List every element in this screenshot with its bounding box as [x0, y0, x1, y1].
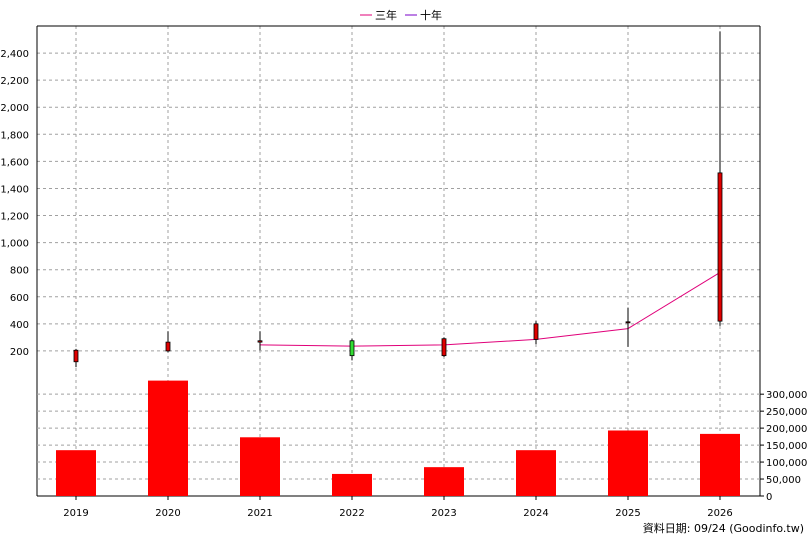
- candle-body: [533, 323, 539, 340]
- price-y-tick-label: 1,400: [0, 184, 29, 195]
- volume-y-tick-label: 100,000: [766, 458, 807, 469]
- legend-label-ten-year: 十年: [420, 8, 442, 22]
- source-footer: 資料日期: 09/24 (Goodinfo.tw): [643, 521, 804, 535]
- price-y-tick-label: 2,200: [0, 76, 29, 87]
- volume-y-tick-label: 200,000: [766, 424, 807, 435]
- legend-label-three-year: 三年: [375, 8, 397, 22]
- x-axis: 2019 2020 2021 2022 2023 2024 2025 2026: [63, 496, 733, 519]
- candle-body: [349, 340, 355, 357]
- x-tick-label: 2019: [63, 508, 88, 519]
- price-panel: 200 400 600 800 1,000 1,200 1,400 1,600 1,800 2,0…: [0, 25, 761, 496]
- candle-body: [257, 340, 263, 343]
- x-tick-label: 2025: [615, 508, 640, 519]
- candle-body: [73, 349, 79, 363]
- candle-body: [165, 341, 171, 352]
- volume-panel: 0 50,000 100,000 150,000 200,000 250,000 300,0…: [36, 378, 807, 503]
- volume-y-tick-label: 250,000: [766, 407, 807, 418]
- price-y-tick-label: 400: [10, 320, 29, 331]
- legend: 三年 十年: [360, 8, 442, 22]
- candle-body: [625, 321, 631, 324]
- candle-body: [441, 338, 447, 357]
- price-y-tick-label: 800: [10, 266, 29, 277]
- x-tick-label: 2024: [523, 508, 548, 519]
- volume-bar: [240, 437, 280, 496]
- price-plot-area: [37, 26, 760, 378]
- price-y-tick-label: 2,000: [0, 103, 29, 114]
- x-tick-label: 2021: [247, 508, 272, 519]
- price-y-tick-label: 2,400: [0, 49, 29, 60]
- volume-bar: [424, 467, 464, 496]
- price-y-tick-label: 600: [10, 293, 29, 304]
- x-tick-label: 2022: [339, 508, 364, 519]
- x-tick-label: 2026: [707, 508, 732, 519]
- volume-bar: [700, 433, 740, 496]
- x-tick-label: 2023: [431, 508, 456, 519]
- candle-body: [717, 172, 723, 322]
- volume-bar: [148, 380, 188, 496]
- volume-bar: [332, 473, 372, 496]
- volume-y-tick-label: 50,000: [766, 475, 801, 486]
- price-y-tick-label: 1,600: [0, 157, 29, 168]
- volume-bar: [56, 450, 96, 496]
- x-tick-label: 2020: [155, 508, 180, 519]
- volume-y-tick-label: 0: [766, 492, 772, 503]
- volume-bar: [608, 430, 648, 496]
- price-y-tick-label: 1,000: [0, 239, 29, 250]
- price-y-tick-label: 200: [10, 347, 29, 358]
- volume-y-tick-label: 300,000: [766, 390, 807, 401]
- three-year-average-line: [259, 271, 721, 347]
- volume-y-tick-label: 150,000: [766, 441, 807, 452]
- price-y-tick-label: 1,200: [0, 212, 29, 223]
- volume-bar: [516, 450, 556, 496]
- price-y-tick-label: 1,800: [0, 130, 29, 141]
